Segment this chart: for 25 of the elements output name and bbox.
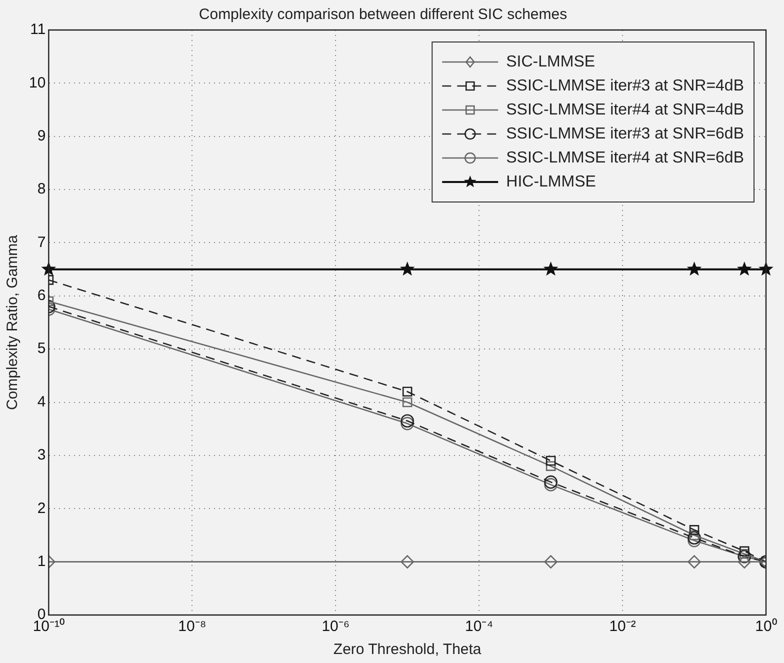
y-axis-title: Complexity Ratio, Gamma xyxy=(4,234,22,410)
x-tick-label: 10⁻⁴ xyxy=(465,618,494,636)
y-tick-label: 6 xyxy=(37,287,46,304)
y-tick-label: 11 xyxy=(30,21,46,38)
legend-label: HIC-LMMSE xyxy=(506,173,596,190)
y-tick-label: 1 xyxy=(37,552,46,570)
y-tick-label: 10 xyxy=(28,74,46,92)
legend-label: SSIC-LMMSE iter#4 at SNR=4dB xyxy=(506,101,744,118)
y-tick-label: 8 xyxy=(37,180,46,198)
y-tick-label: 9 xyxy=(37,128,46,145)
x-axis-title: Zero Threshold, Theta xyxy=(333,641,482,658)
chart-title: Complexity comparison between different SIC schemes xyxy=(198,6,568,24)
y-tick-label: 5 xyxy=(37,340,46,358)
x-tick-label: 10⁻⁸ xyxy=(178,618,206,636)
x-tick-label: 10⁰ xyxy=(755,618,777,636)
x-tick-label: 10⁻² xyxy=(609,618,636,636)
legend-label: SIC-LMMSE xyxy=(506,53,596,70)
y-tick-label: 7 xyxy=(37,234,46,251)
x-tick-label: 10⁻⁶ xyxy=(322,618,350,636)
y-tick-label: 2 xyxy=(37,500,46,517)
legend-label: SSIC-LMMSE iter#4 at SNR=6dB xyxy=(506,149,744,166)
y-tick-label: 4 xyxy=(37,393,46,410)
y-tick-label: 3 xyxy=(37,446,46,464)
legend-label: SSIC-LMMSE iter#3 at SNR=6dB xyxy=(506,125,744,142)
legend-label: SSIC-LMMSE iter#3 at SNR=4dB xyxy=(506,77,744,94)
